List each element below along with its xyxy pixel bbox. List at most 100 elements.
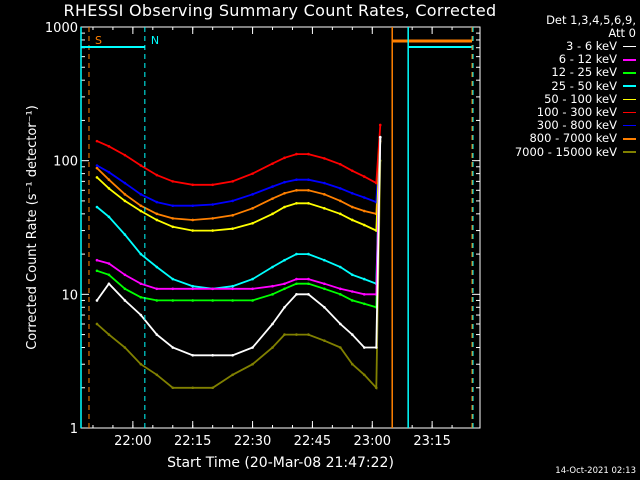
series-point xyxy=(283,258,286,262)
series-line xyxy=(96,124,382,186)
series-point xyxy=(231,199,234,203)
series-point xyxy=(339,212,342,216)
series-point xyxy=(171,180,175,183)
series-point xyxy=(123,299,127,302)
series-point xyxy=(211,217,214,220)
y-tick-label: 100 xyxy=(53,155,78,170)
series-point xyxy=(171,277,175,281)
legend-header-line1: Det 1,3,4,5,6,9, xyxy=(546,13,636,27)
series-point xyxy=(351,218,354,222)
series-point xyxy=(251,193,254,196)
series-point xyxy=(139,296,143,299)
series-point xyxy=(307,201,310,205)
series-point xyxy=(191,353,195,357)
series-point xyxy=(95,258,99,262)
x-tick-label: 22:15 xyxy=(174,434,211,449)
series-point xyxy=(307,189,310,192)
series-line xyxy=(96,141,382,221)
series-point xyxy=(171,287,175,291)
series-point xyxy=(271,293,274,296)
series-point xyxy=(362,175,366,178)
series-point xyxy=(211,203,214,206)
series-point xyxy=(307,152,310,156)
series-point xyxy=(251,346,254,349)
series-point xyxy=(351,299,354,302)
series-point xyxy=(351,169,354,173)
legend-swatch xyxy=(623,138,636,140)
legend-entry: 800 - 7000 keV xyxy=(478,132,636,145)
series-point xyxy=(191,284,195,288)
series-point xyxy=(123,273,127,277)
series-point xyxy=(107,262,111,265)
series-point xyxy=(271,265,274,269)
series-point xyxy=(283,205,286,209)
series-point xyxy=(295,282,298,286)
series-point xyxy=(155,265,159,269)
series-point xyxy=(283,287,286,291)
series-point xyxy=(139,282,143,286)
series-line xyxy=(96,137,382,357)
legend-header-line2: Att 0 xyxy=(608,26,636,40)
series-point xyxy=(171,386,175,390)
series-point xyxy=(323,157,326,160)
series-point xyxy=(155,299,159,302)
legend-entries: 3 - 6 keV 6 - 12 keV 12 - 25 keV 25 - 50 ke… xyxy=(478,40,636,159)
legend-label: 6 - 12 keV xyxy=(558,52,617,67)
series-point xyxy=(191,204,195,208)
series-point xyxy=(139,204,143,208)
legend-swatch xyxy=(623,85,636,87)
series-point xyxy=(283,282,286,286)
series-point xyxy=(139,252,143,256)
series-point xyxy=(171,299,175,302)
series-point xyxy=(123,346,127,349)
series-point xyxy=(231,287,234,291)
series-point xyxy=(95,299,99,302)
series-point xyxy=(123,199,127,203)
series-point xyxy=(251,362,254,366)
series-point xyxy=(123,181,127,185)
series-point xyxy=(323,258,326,262)
series-point xyxy=(339,287,342,291)
series-point xyxy=(139,362,143,366)
x-tick-label: 22:30 xyxy=(234,434,271,449)
series-point xyxy=(211,183,214,187)
legend-swatch xyxy=(623,59,636,61)
series-point xyxy=(323,339,326,342)
series-point xyxy=(171,225,175,229)
series-point xyxy=(155,333,159,336)
series-point xyxy=(171,217,175,220)
series-line xyxy=(96,160,382,391)
legend-swatch xyxy=(623,45,636,48)
series-point xyxy=(339,199,342,203)
series-point xyxy=(95,164,99,167)
series-point xyxy=(307,333,310,336)
legend-entry: 300 - 800 keV xyxy=(478,119,636,132)
series-point xyxy=(155,287,159,291)
series-point xyxy=(211,353,214,357)
series-point xyxy=(362,346,366,349)
series-point xyxy=(283,156,286,160)
series-point xyxy=(171,204,175,208)
legend-label: 3 - 6 keV xyxy=(566,39,617,54)
series-point xyxy=(107,178,111,182)
series-point xyxy=(251,207,254,210)
series-point xyxy=(231,353,234,357)
y-tick-label: 10 xyxy=(61,288,78,303)
x-axis-label: Start Time (20-Mar-08 21:47:22) xyxy=(167,455,394,471)
series-point xyxy=(339,322,342,326)
series-point xyxy=(374,386,378,390)
legend: Det 1,3,4,5,6,9, Att 0 3 - 6 keV 6 - 12 k… xyxy=(478,14,636,159)
series-point xyxy=(378,123,382,127)
series-point xyxy=(295,293,298,296)
series-point xyxy=(351,273,354,277)
legend-entry: 6 - 12 keV xyxy=(478,53,636,66)
series-point xyxy=(351,333,354,336)
series-point xyxy=(351,205,354,209)
series-point xyxy=(295,252,298,256)
series-point xyxy=(295,152,298,156)
x-tick-label: 23:00 xyxy=(354,434,391,449)
series-point xyxy=(107,273,111,277)
series-point xyxy=(155,173,159,177)
series-point xyxy=(139,193,143,196)
x-tick-label: 23:15 xyxy=(413,434,450,449)
